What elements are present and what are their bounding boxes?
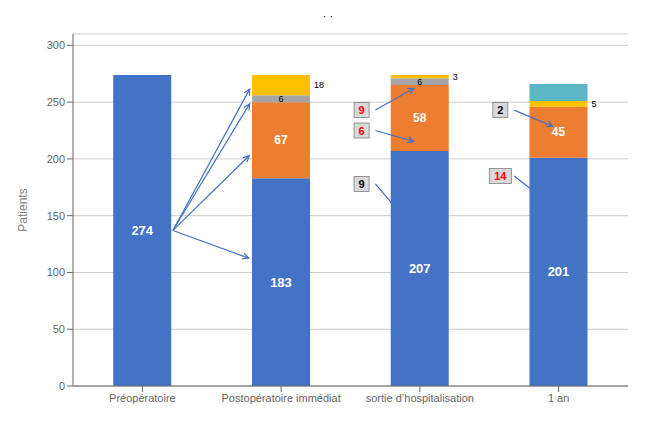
svg-text:Préopératoire: Préopératoire — [109, 392, 176, 404]
svg-text:300: 300 — [47, 39, 65, 51]
svg-text:9: 9 — [359, 178, 365, 190]
svg-text:200: 200 — [47, 153, 65, 165]
svg-text:6: 6 — [417, 77, 422, 87]
svg-text:0: 0 — [59, 380, 65, 392]
svg-text:274: 274 — [131, 223, 153, 238]
svg-text:207: 207 — [409, 261, 431, 276]
svg-text:9: 9 — [359, 104, 365, 116]
svg-text:6: 6 — [278, 94, 283, 104]
svg-text:45: 45 — [552, 125, 566, 139]
svg-text:6: 6 — [359, 125, 365, 137]
svg-text:183: 183 — [270, 275, 292, 290]
svg-text:67: 67 — [274, 133, 288, 147]
svg-text:1 an: 1 an — [548, 392, 569, 404]
svg-text:18: 18 — [314, 80, 324, 90]
svg-text:5: 5 — [591, 99, 596, 109]
svg-text:100: 100 — [47, 266, 65, 278]
svg-text:58: 58 — [413, 111, 427, 125]
svg-text:201: 201 — [548, 264, 570, 279]
svg-text:Postopératoire immédiat: Postopératoire immédiat — [222, 392, 341, 404]
svg-text:sortie d’hospitalisation: sortie d’hospitalisation — [366, 392, 474, 404]
svg-text:150: 150 — [47, 210, 65, 222]
svg-text:2: 2 — [497, 104, 503, 116]
svg-text:Patients: Patients — [16, 188, 30, 231]
svg-text:14: 14 — [494, 170, 507, 182]
svg-text:250: 250 — [47, 96, 65, 108]
svg-text:50: 50 — [53, 323, 65, 335]
svg-text:3: 3 — [453, 72, 458, 82]
